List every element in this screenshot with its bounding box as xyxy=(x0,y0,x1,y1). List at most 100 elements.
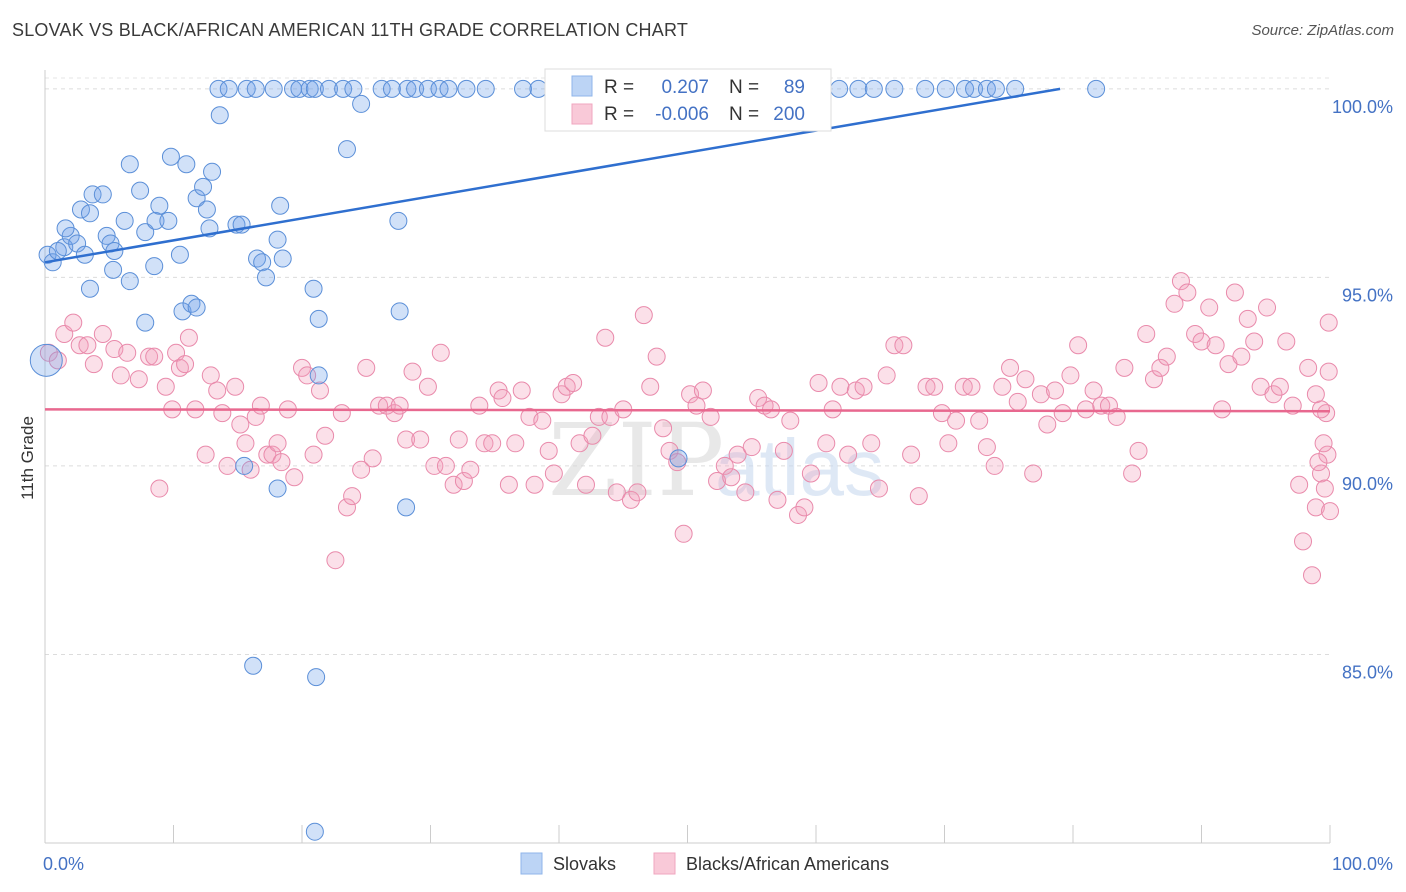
black-point-73 xyxy=(512,381,531,400)
black-point-92 xyxy=(634,306,653,325)
chart-source: Source: ZipAtlas.com xyxy=(1251,22,1394,39)
black-point-90 xyxy=(621,490,640,509)
black-point-191 xyxy=(1319,313,1338,332)
legend-box: R = 0.207 N = 89 R = -0.006 N = 200 xyxy=(544,68,832,132)
black-point-129 xyxy=(894,336,913,355)
black-point-126 xyxy=(869,479,888,498)
black-point-11 xyxy=(129,370,148,389)
black-point-103 xyxy=(708,472,727,491)
black-point-143 xyxy=(1001,358,1020,377)
black-point-180 xyxy=(1264,385,1283,404)
black-point-7 xyxy=(93,324,112,343)
slovak-point-59 xyxy=(352,94,371,113)
x-tick-label-0: 0.0% xyxy=(43,854,84,874)
black-point-148 xyxy=(1038,415,1057,434)
slovak-point-60 xyxy=(372,79,391,98)
slovak-point-33 xyxy=(273,249,292,268)
slovak-point-99 xyxy=(397,498,416,517)
black-point-38 xyxy=(285,468,304,487)
black-point-131 xyxy=(909,487,928,506)
black-point-122 xyxy=(839,445,858,464)
black-point-147 xyxy=(1031,385,1050,404)
slovak-point-41 xyxy=(161,147,180,166)
slovak-point-40 xyxy=(145,257,164,276)
black-trend-line xyxy=(44,408,1331,413)
black-point-13 xyxy=(145,347,164,366)
slovak-point-94 xyxy=(309,309,328,328)
y-tick-label-1: 90.0% xyxy=(1342,474,1393,494)
slovak-point-67 xyxy=(457,79,476,98)
x-tick-labels: 0.0% 100.0% xyxy=(43,854,1393,874)
black-point-160 xyxy=(1129,441,1148,460)
black-point-181 xyxy=(1270,377,1289,396)
black-point-76 xyxy=(533,411,552,430)
black-point-19 xyxy=(176,355,195,374)
black-point-24 xyxy=(208,381,227,400)
black-point-93 xyxy=(641,377,660,396)
black-point-187 xyxy=(1303,566,1322,585)
black-point-190 xyxy=(1315,479,1334,498)
black-point-199 xyxy=(1306,385,1325,404)
bottom-legend-swatch-black xyxy=(653,852,676,875)
black-point-182 xyxy=(1277,332,1296,351)
black-point-114 xyxy=(781,411,800,430)
black-point-135 xyxy=(939,434,958,453)
slovak-point-32 xyxy=(271,196,290,215)
black-point-94 xyxy=(647,347,666,366)
black-point-35 xyxy=(268,434,287,453)
black-point-151 xyxy=(1061,366,1080,385)
slovak-point-15 xyxy=(131,181,150,200)
black-point-176 xyxy=(1238,309,1257,328)
black-point-72 xyxy=(506,434,525,453)
black-point-22 xyxy=(196,445,215,464)
black-point-146 xyxy=(1024,464,1043,483)
black-point-104 xyxy=(715,456,734,475)
slovak-point-48 xyxy=(219,79,238,98)
black-point-64 xyxy=(454,472,473,491)
slovak-point-63 xyxy=(406,79,425,98)
black-point-28 xyxy=(231,415,250,434)
black-point-133 xyxy=(925,377,944,396)
black-point-63 xyxy=(449,430,468,449)
black-point-107 xyxy=(736,483,755,502)
black-point-9 xyxy=(111,366,130,385)
black-point-47 xyxy=(343,487,362,506)
black-point-183 xyxy=(1283,396,1302,415)
slovak-point-101 xyxy=(244,656,263,675)
black-point-55 xyxy=(397,430,416,449)
grid-lines xyxy=(45,77,1330,655)
black-point-29 xyxy=(236,434,255,453)
chart-title: SLOVAK VS BLACK/AFRICAN AMERICAN 11TH GR… xyxy=(12,20,689,40)
black-point-36 xyxy=(272,453,291,472)
slovak-point-1 xyxy=(43,253,62,272)
slovak-point-37 xyxy=(120,272,139,291)
black-point-49 xyxy=(357,358,376,377)
slovak-series-points xyxy=(29,79,1106,841)
black-point-84 xyxy=(583,426,602,445)
bottom-legend-label-black: Blacks/African Americans xyxy=(686,854,889,874)
black-point-4 xyxy=(70,336,89,355)
legend-swatch-slovaks xyxy=(571,75,593,97)
slovak-point-46 xyxy=(210,106,229,125)
black-point-169 xyxy=(1192,332,1211,351)
legend-n-value-2: 200 xyxy=(773,104,805,125)
slovak-point-36 xyxy=(104,260,123,279)
black-point-81 xyxy=(564,373,583,392)
black-point-78 xyxy=(544,464,563,483)
black-point-137 xyxy=(954,377,973,396)
black-point-153 xyxy=(1076,400,1095,419)
black-point-172 xyxy=(1213,400,1232,419)
black-point-154 xyxy=(1084,381,1103,400)
black-point-98 xyxy=(674,524,693,543)
black-point-112 xyxy=(768,490,787,509)
black-point-57 xyxy=(411,430,430,449)
slovak-point-82 xyxy=(885,79,904,98)
slovak-point-20 xyxy=(177,155,196,174)
black-point-45 xyxy=(332,404,351,423)
slovak-point-17 xyxy=(146,211,165,230)
black-point-46 xyxy=(337,498,356,517)
black-point-144 xyxy=(1008,392,1027,411)
black-point-164 xyxy=(1157,347,1176,366)
black-point-124 xyxy=(854,377,873,396)
